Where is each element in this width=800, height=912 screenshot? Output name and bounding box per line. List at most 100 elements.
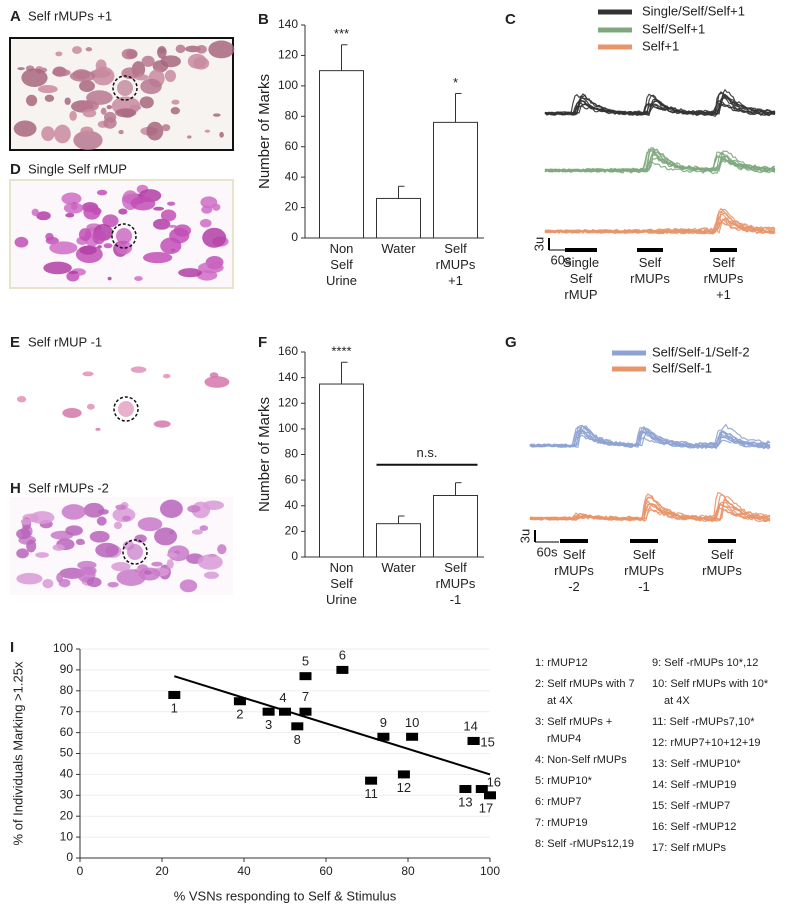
urine-mark [72, 46, 82, 54]
panel-title: Self rMUPs -2 [28, 480, 109, 495]
urine-mark [79, 80, 95, 93]
y-tick-label: 0 [291, 230, 298, 244]
y-tick-label: 40 [285, 169, 299, 183]
stimulus-ring [112, 75, 138, 101]
urine-mark [198, 262, 224, 274]
scale-label-x: 60s [537, 544, 558, 559]
y-tick-label: 0 [291, 549, 298, 563]
x-axis-label: % VSNs responding to Self & Stimulus [174, 888, 397, 903]
point-label: 6 [339, 647, 346, 662]
label-line: -1 [450, 592, 462, 607]
point-label: 3 [265, 717, 272, 732]
urine-mark [96, 516, 107, 526]
urine-mark [161, 124, 171, 132]
point [279, 707, 291, 716]
label-line: Water [381, 241, 416, 256]
urine-mark [95, 427, 101, 431]
urine-mark [153, 420, 171, 428]
trace [529, 496, 771, 521]
urine-mark [68, 270, 79, 275]
stimulus-ring [122, 539, 148, 565]
trendline [174, 675, 491, 776]
urine-mark [197, 554, 223, 570]
urine-mark [16, 396, 27, 403]
urine-mark [86, 403, 95, 410]
x-tick-label: 60 [319, 864, 333, 878]
point-label: 8 [294, 732, 301, 747]
urine-mark [159, 499, 183, 518]
urine-mark [168, 224, 177, 228]
urine-mark [170, 107, 180, 115]
urine-mark [43, 261, 72, 275]
urine-mark [86, 577, 102, 588]
urine-mark [171, 99, 180, 105]
stimulus-spot [116, 228, 132, 244]
point-label: 17 [479, 801, 493, 816]
panel-letter: B [258, 11, 269, 28]
urine-mark [187, 505, 201, 513]
urine-mark [82, 108, 97, 118]
label-line: Non [330, 560, 354, 575]
bar [319, 383, 364, 558]
label-line: rMUP [564, 287, 597, 302]
y-tick-label: 140 [278, 17, 298, 31]
stimulus-label: Self rMUPs [702, 547, 742, 578]
urine-mark [175, 44, 186, 54]
label-line: +1 [716, 287, 731, 302]
y-tick-label: 120 [278, 48, 298, 62]
label-line: Self [570, 271, 593, 286]
label-line: Non [330, 241, 354, 256]
label-line: rMUPs [704, 271, 744, 286]
stimulus-spot [127, 544, 143, 560]
point-label: 4 [279, 690, 286, 705]
urine-mark [202, 227, 227, 248]
x-tick-label: Self rMUPs +1 [436, 241, 476, 288]
scale-label-x: 60s [551, 252, 572, 267]
urine-mark [36, 211, 51, 221]
point-label: 14 [463, 718, 477, 733]
urine-mark [49, 241, 78, 255]
panel-title: Self rMUP -1 [28, 334, 102, 349]
label-line: -1 [638, 579, 650, 594]
urine-mark [146, 121, 164, 141]
trace [544, 93, 776, 116]
point-label: 13 [458, 794, 472, 809]
point-label: 9 [380, 715, 387, 730]
stimulus-label: Self rMUPs [630, 255, 670, 286]
x-tick-label: Non Self Urine [326, 560, 357, 607]
urine-mark [63, 202, 84, 214]
urine-mark [92, 66, 115, 86]
urine-mark [69, 110, 77, 121]
point [168, 690, 181, 699]
key-entry: 3: Self rMUPs + [535, 716, 612, 728]
urine-mark [21, 68, 48, 87]
urine-mark [162, 373, 171, 379]
urine-mark [16, 528, 31, 540]
significance: * [453, 75, 458, 90]
key-entry: 10: Self rMUPs with 10* [652, 678, 769, 690]
label-line: Self [444, 560, 467, 575]
y-tick-label: 60 [60, 725, 74, 739]
urine-mark [178, 268, 203, 278]
label-line: Self [330, 576, 353, 591]
y-tick-label: 120 [278, 395, 298, 409]
key-entry: 14: Self -rMUP19 [652, 779, 736, 791]
y-tick-label: 100 [278, 78, 298, 92]
label-line: Water [381, 560, 416, 575]
urine-mark [16, 548, 29, 559]
urine-mark [130, 196, 156, 211]
y-tick-label: 100 [278, 421, 298, 435]
stimulus-spot [117, 80, 133, 96]
point-label: 16 [487, 774, 501, 789]
y-tick-label: 40 [285, 498, 299, 512]
urine-mark [26, 539, 37, 553]
urine-mark [140, 78, 162, 95]
urine-mark [142, 252, 173, 264]
urine-mark [152, 218, 171, 230]
panel-letter: I [10, 639, 14, 656]
urine-mark [102, 214, 119, 228]
urine-mark [208, 40, 235, 59]
legend-label: Self/Self-1 [652, 360, 712, 375]
urine-mark [151, 561, 163, 567]
